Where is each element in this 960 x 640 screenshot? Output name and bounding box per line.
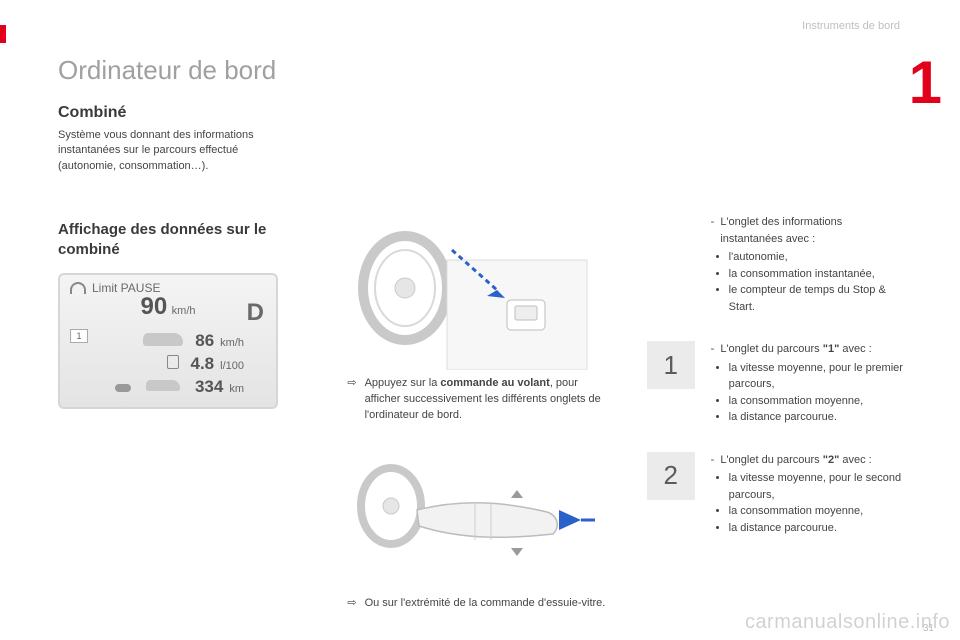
caption-symbol: ⇨ xyxy=(347,376,356,424)
dash-row-speed: 86 km/h xyxy=(70,331,266,351)
column-left: Affichage des données sur le combiné Lim… xyxy=(58,220,307,409)
list-item: la distance parcourue. xyxy=(729,520,906,537)
lead-bold: "2" xyxy=(823,454,840,466)
gear-indicator: D xyxy=(247,299,264,327)
lead-text: L'onglet des informations instantanées a… xyxy=(720,214,906,247)
list-item: la consommation moyenne, xyxy=(729,503,906,520)
caption-symbol: ⇨ xyxy=(347,596,356,612)
dash-unit-0: km/h xyxy=(220,337,244,349)
speed-value: 90 xyxy=(141,293,168,320)
column-right: - L'onglet des informations instantanées… xyxy=(647,220,906,562)
dash-unit-1: l/100 xyxy=(220,360,244,372)
lead-post: avec : xyxy=(839,454,871,466)
lead-pre: L'onglet du parcours xyxy=(720,454,822,466)
list-item: la vitesse moyenne, pour le premier parc… xyxy=(729,360,906,393)
dashboard-display: Limit PAUSE 90 km/h D 1 86 km/h xyxy=(58,273,278,409)
intro-text: Système vous donnant des informations in… xyxy=(58,128,298,174)
info-block-instant: - L'onglet des informations instantanées… xyxy=(647,214,906,315)
gauge-icon xyxy=(70,282,86,294)
list-item: l'autonomie, xyxy=(729,249,906,266)
bullet-list: la vitesse moyenne, pour le premier parc… xyxy=(711,360,906,426)
lead-bold: "1" xyxy=(823,343,840,355)
caption-pre: Appuyez sur la xyxy=(365,377,441,389)
dash-row-cons: 4.8 l/100 xyxy=(70,354,266,374)
lead-text: L'onglet du parcours "2" avec : xyxy=(720,452,871,469)
caption-stalk: ⇨ Ou sur l'extrémité de la commande d'es… xyxy=(347,596,606,612)
dash-val-1: 4.8 xyxy=(191,354,215,374)
speed-unit: km/h xyxy=(172,305,196,317)
caption-text: Appuyez sur la commande au volant, pour … xyxy=(365,376,607,424)
lead-post: avec : xyxy=(839,343,871,355)
chapter-number: 1 xyxy=(909,48,942,117)
page-subtitle: Combiné xyxy=(58,104,906,122)
dash-marker: - xyxy=(711,452,715,469)
car-silhouette-icon xyxy=(146,380,180,391)
caption-steering: ⇨ Appuyez sur la commande au volant, pou… xyxy=(347,376,606,424)
wiper-stalk-illustration xyxy=(347,440,597,590)
dash-val-2: 334 xyxy=(195,377,223,397)
column-middle: ⇨ Appuyez sur la commande au volant, pou… xyxy=(347,220,606,628)
dash-marker: - xyxy=(711,214,715,247)
watermark: carmanualsonline.info xyxy=(745,611,950,634)
page-number: 31 xyxy=(923,623,934,634)
dash-val-0: 86 xyxy=(195,331,214,351)
caption-bold: commande au volant xyxy=(440,377,549,389)
key-icon xyxy=(115,384,131,392)
caption-text: Ou sur l'extrémité de la commande d'essu… xyxy=(365,596,606,612)
numbox-2: 2 xyxy=(647,452,695,500)
page-title: Ordinateur de bord xyxy=(58,55,906,86)
dashboard-tab: 1 xyxy=(70,329,88,343)
page-content: Ordinateur de bord Combiné Système vous … xyxy=(58,55,906,630)
numbox-1: 1 xyxy=(647,341,695,389)
fuel-pump-icon xyxy=(167,355,179,369)
edge-accent xyxy=(0,25,6,43)
info-block-trip2: 2 - L'onglet du parcours "2" avec : la v… xyxy=(647,452,906,537)
car-silhouette-icon xyxy=(143,333,183,346)
steering-wheel-illustration xyxy=(347,220,597,370)
list-item: la vitesse moyenne, pour le second parco… xyxy=(729,470,906,503)
numbox-blank xyxy=(647,214,695,262)
lead-text: L'onglet du parcours "1" avec : xyxy=(720,341,871,358)
bullet-list: l'autonomie, la consommation instantanée… xyxy=(711,249,906,315)
header-section-label: Instruments de bord xyxy=(802,20,900,32)
dash-marker: - xyxy=(711,341,715,358)
section-heading: Affichage des données sur le combiné xyxy=(58,220,307,259)
dash-unit-2: km xyxy=(229,383,244,395)
dash-row-dist: 334 km xyxy=(70,377,266,397)
bullet-list: la vitesse moyenne, pour le second parco… xyxy=(711,470,906,536)
list-item: le compteur de temps du Stop & Start. xyxy=(729,282,906,315)
list-item: la consommation moyenne, xyxy=(729,393,906,410)
lead-pre: L'onglet du parcours xyxy=(720,343,822,355)
list-item: la consommation instantanée, xyxy=(729,266,906,283)
info-block-trip1: 1 - L'onglet du parcours "1" avec : la v… xyxy=(647,341,906,426)
list-item: la distance parcourue. xyxy=(729,409,906,426)
